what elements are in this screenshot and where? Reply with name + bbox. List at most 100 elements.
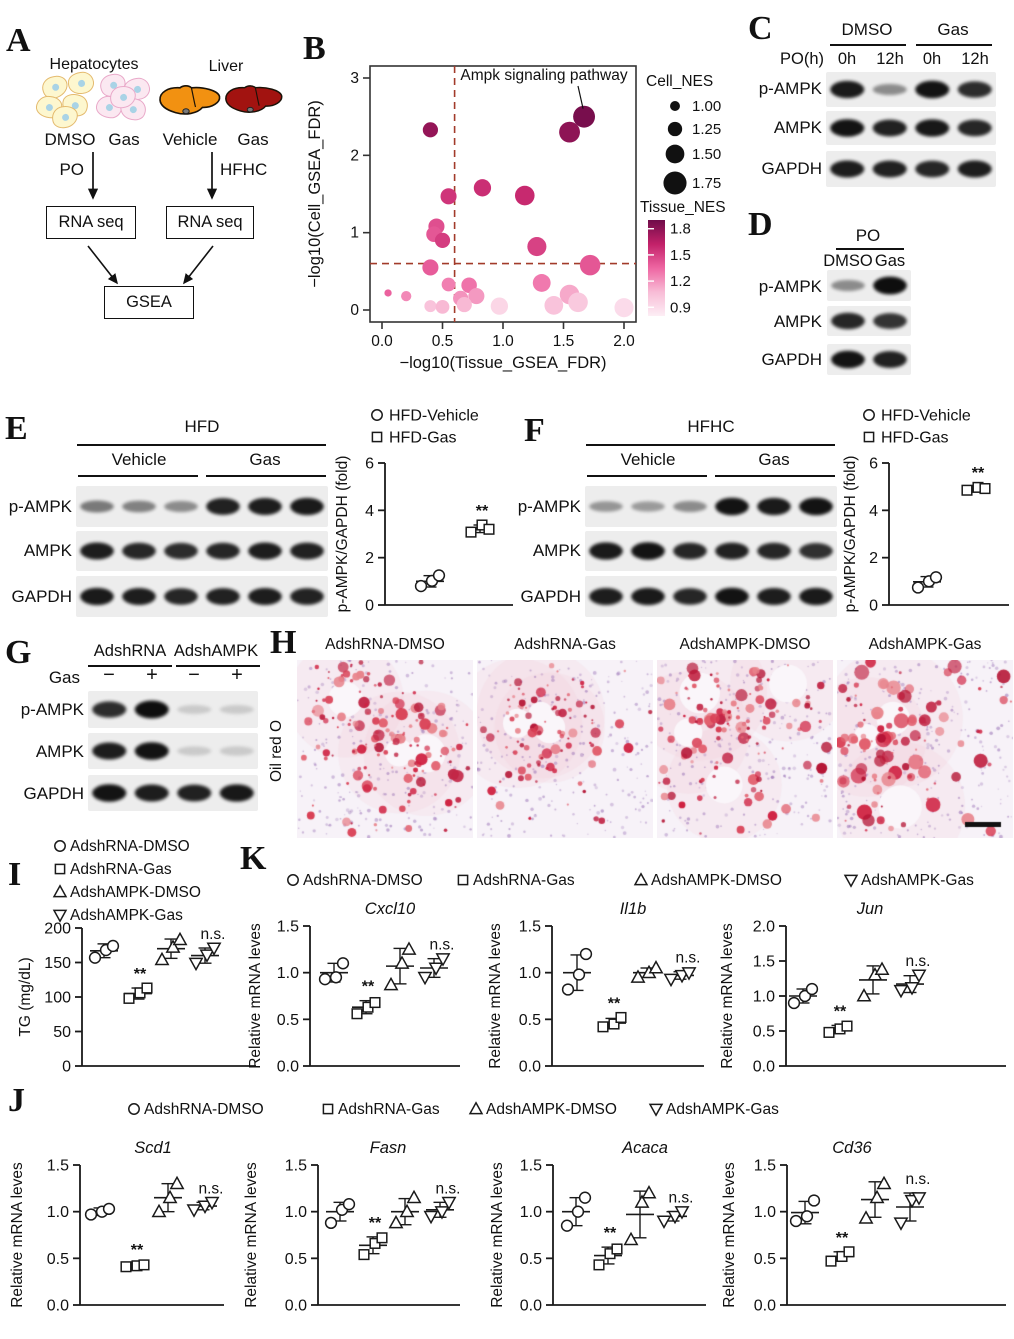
triangle-down-marker bbox=[893, 1217, 909, 1231]
panel-label-d: D bbox=[748, 206, 773, 243]
pathway-bubble bbox=[573, 105, 596, 128]
protein-band bbox=[631, 587, 665, 606]
blot-g-row-label: GAPDH bbox=[23, 784, 84, 803]
micrograph-title: AdshRNA-DMSO bbox=[325, 636, 445, 653]
square-marker bbox=[123, 992, 135, 1004]
svg-text:4: 4 bbox=[365, 503, 374, 520]
panel-label-k: K bbox=[240, 840, 267, 877]
legend-j-1-icon bbox=[322, 1103, 334, 1115]
square-marker bbox=[120, 1261, 132, 1273]
circle-marker bbox=[787, 996, 801, 1010]
circle-marker bbox=[106, 939, 120, 953]
rna-seq-box-right: RNA seq bbox=[166, 206, 254, 239]
svg-text:2: 2 bbox=[869, 550, 878, 567]
protein-band bbox=[164, 501, 198, 512]
blot-f-header-vehicle: Vehicle bbox=[620, 450, 676, 469]
blot-c-lane-label: 0h bbox=[922, 50, 942, 68]
svg-text:HFD-Gas: HFD-Gas bbox=[389, 430, 457, 447]
circle-marker bbox=[571, 1205, 585, 1218]
pathway-bubble bbox=[568, 292, 588, 313]
legend-i-2-icon bbox=[52, 884, 68, 898]
legend-k-2-icon bbox=[633, 872, 649, 886]
triangle-up-marker bbox=[52, 884, 68, 898]
protein-band bbox=[589, 542, 623, 560]
svg-text:0.5: 0.5 bbox=[754, 1251, 776, 1268]
pathway-bubble bbox=[401, 290, 412, 302]
legend-i-3-label: AdshAMPK-Gas bbox=[70, 907, 183, 924]
square-marker bbox=[457, 874, 469, 886]
panel-label-a: A bbox=[6, 22, 31, 59]
svg-text:Relative mRNA leves: Relative mRNA leves bbox=[487, 923, 504, 1069]
protein-band bbox=[915, 80, 950, 99]
panel-label-i: I bbox=[8, 856, 22, 893]
protein-band bbox=[122, 500, 156, 513]
blot-f-condition-underline bbox=[586, 444, 835, 446]
legend-j-0-icon bbox=[128, 1103, 140, 1115]
triangle-down-marker bbox=[423, 1210, 439, 1225]
pathway-bubble bbox=[473, 179, 492, 197]
svg-text:Fasn: Fasn bbox=[370, 1139, 407, 1157]
triangle-down-marker bbox=[197, 1200, 213, 1215]
svg-text:1.5: 1.5 bbox=[670, 247, 691, 264]
pathway-bubble bbox=[435, 300, 450, 314]
square-marker bbox=[465, 526, 477, 538]
svg-text:1: 1 bbox=[350, 225, 359, 242]
blot-f-condition-header: HFHC bbox=[687, 417, 735, 436]
chart-J2: 0.0 0.5 1.0 1.5 Relative mRNA leves Fasn ** n.s… bbox=[243, 1139, 460, 1315]
square-marker bbox=[843, 1246, 855, 1258]
circle-marker bbox=[102, 1202, 116, 1216]
svg-text:−log10(Tissue_GSEA_FDR): −log10(Tissue_GSEA_FDR) bbox=[399, 354, 606, 372]
protein-band bbox=[177, 784, 212, 802]
svg-text:0: 0 bbox=[365, 598, 374, 615]
legend-k-2-label: AdshAMPK-DMSO bbox=[651, 872, 782, 889]
circle-marker bbox=[863, 409, 875, 421]
protein-band bbox=[248, 588, 282, 605]
color-legend-title: Tissue_NES bbox=[640, 199, 726, 216]
liver-gas-illustration bbox=[225, 85, 283, 113]
rna-seq-box-left: RNA seq bbox=[46, 206, 136, 239]
svg-text:0.0: 0.0 bbox=[519, 1059, 541, 1076]
protein-band bbox=[248, 498, 282, 515]
legend-i-0-icon bbox=[54, 840, 66, 852]
legend-i-2-label: AdshAMPK-DMSO bbox=[70, 884, 201, 901]
triangle-down-marker bbox=[206, 942, 222, 956]
triangle-down-marker bbox=[188, 957, 204, 972]
pathway-bubble bbox=[614, 298, 634, 318]
square-marker bbox=[611, 1243, 623, 1255]
svg-text:Relative mRNA leves: Relative mRNA leves bbox=[489, 1162, 506, 1308]
protein-band bbox=[134, 742, 169, 760]
hepatocytes-title: Hepatocytes bbox=[49, 56, 139, 73]
protein-band bbox=[830, 119, 865, 137]
svg-text:p-AMPK/GAPDH (fold): p-AMPK/GAPDH (fold) bbox=[842, 456, 859, 613]
protein-band bbox=[206, 498, 240, 515]
blot-c-row-label: GAPDH bbox=[761, 159, 822, 178]
square-marker bbox=[863, 431, 875, 443]
triangle-up-marker bbox=[172, 931, 188, 946]
triangle-up-marker bbox=[399, 1203, 415, 1218]
protein-band bbox=[673, 501, 707, 512]
svg-text:2: 2 bbox=[350, 147, 359, 164]
protein-band bbox=[830, 160, 865, 178]
blot-c-header-dmso: DMSO bbox=[841, 20, 893, 39]
svg-text:1.25: 1.25 bbox=[692, 121, 721, 138]
blot-d-lane-gas: Gas bbox=[874, 252, 906, 270]
ampk-annotation: Ampk signaling pathway bbox=[460, 67, 627, 84]
significance-label: ** bbox=[131, 1242, 144, 1259]
triangle-up-marker bbox=[633, 872, 649, 886]
circle-marker bbox=[128, 1103, 140, 1115]
significance-label: ** bbox=[134, 966, 147, 983]
panel-label-c: C bbox=[748, 10, 773, 47]
svg-text:1.0: 1.0 bbox=[285, 1204, 307, 1221]
protein-band bbox=[873, 276, 907, 295]
protein-band bbox=[177, 746, 212, 756]
panel-a-arrows bbox=[87, 152, 218, 285]
blot-d-row-label: AMPK bbox=[773, 312, 822, 331]
svg-text:150: 150 bbox=[44, 955, 71, 972]
square-marker bbox=[322, 1103, 334, 1115]
square-marker bbox=[597, 1021, 609, 1033]
blot-g-lane-header: Gas bbox=[48, 668, 80, 687]
triangle-up-marker bbox=[154, 951, 170, 966]
blot-e-underline-gas bbox=[206, 475, 326, 477]
svg-text:2.0: 2.0 bbox=[753, 919, 775, 936]
